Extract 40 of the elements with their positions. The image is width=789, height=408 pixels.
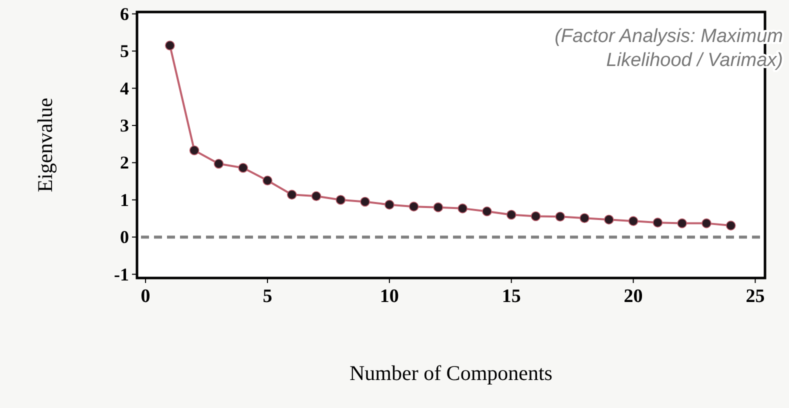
x-axis-title: Number of Components <box>350 361 552 385</box>
point <box>530 211 541 222</box>
y-tick-label: 4 <box>120 78 129 98</box>
point <box>214 158 224 169</box>
point <box>482 206 492 216</box>
x-tick-label: 20 <box>624 286 643 307</box>
point <box>580 213 590 224</box>
point <box>628 216 638 226</box>
point <box>189 145 200 156</box>
point <box>652 218 663 228</box>
point <box>555 212 566 222</box>
y-tick-label: -1 <box>114 264 129 284</box>
point <box>384 200 394 210</box>
point <box>336 194 346 205</box>
y-axis-title: Eigenvalue <box>33 98 57 192</box>
point <box>262 176 272 186</box>
point <box>506 210 516 220</box>
point <box>726 220 736 230</box>
y-tick-label: 0 <box>120 227 129 248</box>
point <box>286 190 297 200</box>
y-tick-label: 1 <box>120 190 129 210</box>
point <box>677 218 687 228</box>
y-tick-label: 5 <box>120 41 129 62</box>
point <box>238 162 248 173</box>
x-tick-label: 10 <box>380 286 399 307</box>
y-tick-label: 6 <box>120 4 129 24</box>
point <box>702 218 712 228</box>
point <box>311 191 322 202</box>
point <box>408 202 419 212</box>
y-tick-label: 2 <box>120 152 129 173</box>
point <box>360 196 370 207</box>
x-tick-label: 0 <box>140 286 150 307</box>
point <box>433 202 444 212</box>
y-tick-label: 3 <box>120 115 129 136</box>
x-tick-label: 25 <box>746 286 765 307</box>
point <box>165 40 175 50</box>
x-tick-label: 5 <box>262 286 272 307</box>
x-tick-label: 15 <box>502 286 521 307</box>
point <box>604 214 614 224</box>
point <box>458 204 468 214</box>
